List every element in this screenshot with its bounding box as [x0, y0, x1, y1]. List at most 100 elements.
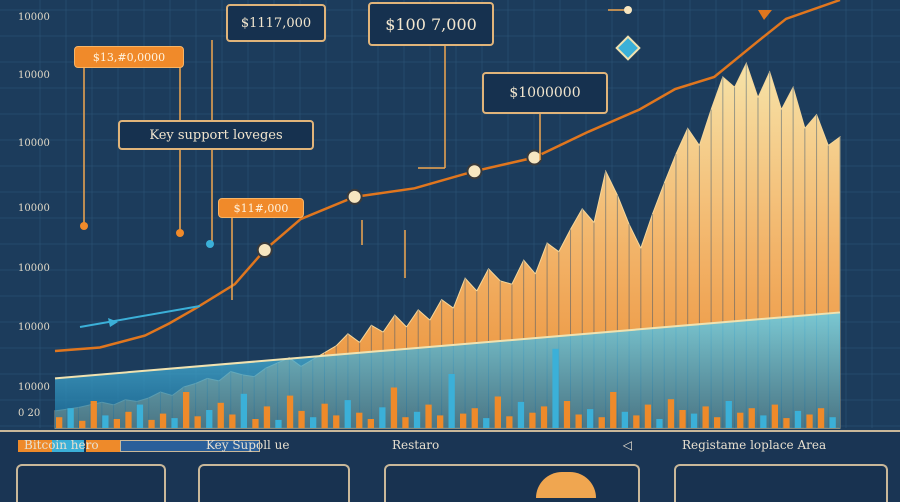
price-callout: $1117,000 [226, 4, 326, 42]
volume-bar [321, 403, 328, 428]
leader-dot [206, 240, 214, 248]
volume-bar [760, 415, 767, 428]
volume-bar [217, 402, 224, 428]
volume-bar [575, 414, 582, 428]
volume-bar [794, 410, 802, 428]
volume-bar [494, 396, 501, 428]
volume-bar [90, 401, 97, 428]
volume-bar [148, 419, 155, 428]
volume-bar [263, 406, 271, 428]
volume-bar [460, 413, 467, 428]
volume-bar [425, 404, 432, 428]
volume-bar [737, 412, 744, 428]
support-band-edge [54, 311, 841, 380]
volume-bar [633, 415, 640, 428]
panel-key-support[interactable]: Key Supoll ue [198, 438, 350, 502]
panel-label: Key Supoll ue [206, 438, 290, 452]
volume-bar [587, 409, 594, 428]
volume-bar [437, 415, 444, 428]
legend-swatch-blue [52, 440, 84, 452]
volume-bar [379, 407, 386, 428]
trend-point [256, 241, 273, 258]
trend-line [54, 0, 841, 353]
volume-bar [656, 419, 663, 428]
volume-bar [125, 411, 132, 428]
volume-bar [390, 387, 398, 428]
volume-bar [517, 401, 525, 428]
trend-line-path [54, 0, 841, 353]
volume-bar [552, 348, 559, 428]
volume-bar [344, 400, 351, 428]
panel-bitcoin[interactable]: Bitcoin hero [16, 438, 166, 502]
volume-bar [806, 414, 813, 428]
volume-bar [113, 419, 120, 428]
volume-bar [298, 410, 305, 428]
volume-bar [240, 393, 247, 428]
volume-bar [725, 401, 732, 428]
volume-bar [171, 418, 178, 428]
y-tick-label: 10000 [18, 322, 50, 333]
y-tick-label: 10000 [18, 203, 50, 214]
legend-swatch-orange [18, 440, 52, 452]
leader-dot [624, 6, 632, 14]
volume-bar [448, 374, 455, 428]
legend-swatch-orange [86, 440, 120, 452]
arrow-head [108, 318, 118, 327]
volume-bar [817, 408, 825, 428]
volume-bar [506, 416, 513, 428]
bottom-panel-bar: Bitcoin hero Key Supoll ue Restaro ◁ Reg… [0, 430, 900, 502]
trend-marker [615, 35, 641, 61]
volume-bar [690, 413, 698, 428]
volume-bar [610, 392, 617, 428]
trend-point [466, 163, 483, 180]
arrow-head [758, 10, 772, 20]
volume-bar [644, 404, 652, 428]
support-band [54, 311, 841, 428]
volume-bar [56, 417, 63, 428]
volume-bar [136, 404, 144, 428]
y-tick-label: 10000 [18, 138, 50, 149]
y-tick-label: 10000 [18, 70, 50, 81]
leader-dot [176, 229, 184, 237]
price-callout: $100 7,000 [368, 2, 494, 46]
volume-bar [771, 404, 778, 428]
mini-chart-icon [536, 472, 596, 498]
volume-bar [529, 412, 536, 428]
y-tick-label: 10000 [18, 263, 50, 274]
volume-bar [356, 412, 363, 428]
volume-bar [598, 417, 605, 428]
volume-bar [275, 419, 282, 428]
panel-label: Registame loplace Area [682, 438, 827, 452]
volume-bar [783, 418, 790, 428]
volume-bar [79, 420, 86, 428]
panel-resistance[interactable]: Restaro ◁ [384, 438, 640, 502]
volume-bar [229, 414, 236, 428]
volume-bar [748, 408, 755, 428]
volume-bar [483, 418, 490, 428]
y-tick-label: 10000 [18, 12, 50, 23]
volume-bar [159, 413, 167, 428]
volume-bar [714, 417, 721, 428]
trend-point [526, 149, 543, 166]
volume-bar [402, 417, 409, 428]
support-callout: Key support loveges [118, 120, 314, 150]
y-tick-label: 10000 [18, 382, 50, 393]
support-band-shape [55, 312, 840, 428]
volume-bar [252, 419, 259, 428]
price-tag: $13,#0,0000 [74, 46, 184, 68]
legend-swatch-track [120, 440, 260, 452]
panel-label: Restaro [392, 438, 440, 452]
panel-label: Bitcoin hero [24, 438, 99, 452]
panel-resistance-area[interactable]: Registame loplace Area [674, 438, 888, 502]
price-callout: $1000000 [482, 72, 608, 114]
volume-bar [194, 416, 201, 428]
chevron-icon[interactable]: ◁ [622, 438, 632, 452]
volume-bar [286, 395, 294, 428]
volume-bar [206, 410, 213, 428]
trend-point [346, 188, 363, 205]
volume-bar [540, 406, 548, 428]
volume-bar [310, 417, 317, 428]
volume-bar [702, 406, 709, 428]
volume-bar [413, 411, 421, 428]
